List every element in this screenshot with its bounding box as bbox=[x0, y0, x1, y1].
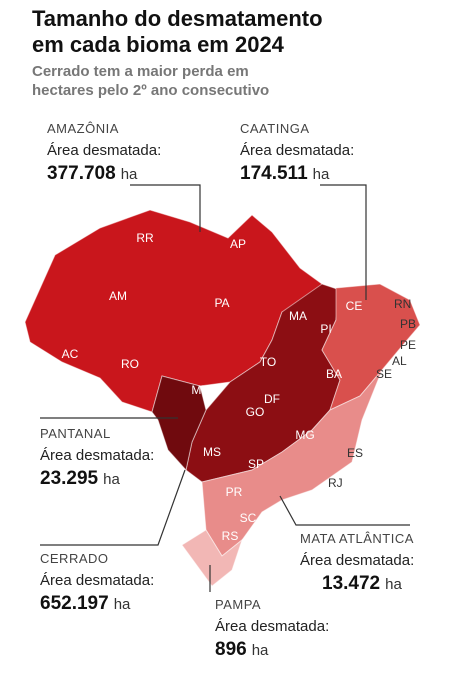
biome-unit: ha bbox=[114, 596, 131, 613]
state-label: RR bbox=[136, 231, 154, 245]
state-label: PI bbox=[320, 322, 331, 336]
biome-name: PANTANAL bbox=[40, 426, 111, 441]
state-label: DF bbox=[264, 392, 280, 406]
callout-line bbox=[40, 469, 186, 546]
state-label: MS bbox=[203, 445, 221, 459]
biome-unit: ha bbox=[103, 471, 120, 488]
biome-value: 377.708 bbox=[47, 163, 116, 184]
biome-value: 13.472 bbox=[322, 573, 380, 594]
subtitle-line: Cerrado tem a maior perda em bbox=[32, 63, 249, 80]
state-label: SC bbox=[240, 511, 257, 525]
biome-name: CAATINGA bbox=[240, 121, 310, 136]
state-labels: RR AP AM PA MA CE RN PB PI PE AC RO TO A… bbox=[62, 231, 416, 543]
state-label: RS bbox=[222, 529, 239, 543]
biome-pantanal bbox=[151, 375, 207, 472]
state-label: CE bbox=[346, 299, 363, 313]
subtitle-line: hectares pelo 2º ano consecutivo bbox=[32, 82, 269, 99]
biome-name: AMAZÔNIA bbox=[47, 121, 119, 136]
biome-value-line: 896 ha bbox=[215, 639, 269, 660]
state-label: PR bbox=[226, 485, 243, 499]
biome-name: CERRADO bbox=[40, 551, 109, 566]
biome-label: Área desmatada: bbox=[240, 142, 354, 159]
state-label: RJ bbox=[328, 476, 343, 490]
callout-lines bbox=[40, 184, 410, 592]
state-label: PB bbox=[400, 317, 416, 331]
biome-label: Área desmatada: bbox=[40, 572, 154, 589]
state-label: SP bbox=[248, 457, 264, 471]
biome-value: 896 bbox=[215, 639, 247, 660]
biome-name: MATA ATLÂNTICA bbox=[300, 531, 414, 546]
state-label: MA bbox=[289, 309, 307, 323]
biome-label: Área desmatada: bbox=[215, 618, 329, 635]
biome-unit: ha bbox=[252, 642, 269, 659]
title-line: em cada bioma em 2024 bbox=[32, 32, 285, 57]
map bbox=[24, 209, 421, 587]
title-line: Tamanho do desmatamento bbox=[32, 6, 323, 31]
state-label: TO bbox=[260, 355, 276, 369]
state-label: ES bbox=[347, 446, 363, 460]
biome-unit: ha bbox=[121, 166, 138, 183]
state-label: AC bbox=[62, 347, 79, 361]
callout-line bbox=[279, 495, 410, 526]
state-label: MT bbox=[191, 383, 209, 397]
state-label: PE bbox=[400, 338, 416, 352]
state-label: BA bbox=[326, 367, 342, 381]
biome-pampa bbox=[181, 529, 244, 587]
biome-label: Área desmatada: bbox=[300, 552, 414, 569]
biome-label: Área desmatada: bbox=[40, 447, 154, 464]
state-label: AP bbox=[230, 237, 246, 251]
biome-value: 652.197 bbox=[40, 593, 109, 614]
biome-value-line: 652.197 ha bbox=[40, 593, 131, 614]
biome-label: Área desmatada: bbox=[47, 142, 161, 159]
biome-value: 174.511 bbox=[240, 163, 308, 184]
state-label: PA bbox=[214, 296, 229, 310]
callout-line bbox=[130, 184, 201, 232]
state-label: AM bbox=[109, 289, 127, 303]
callout-line bbox=[320, 184, 367, 300]
biome-value-line: 23.295 ha bbox=[40, 468, 120, 489]
biome-name: PAMPA bbox=[215, 597, 261, 612]
biome-mata-atlantica bbox=[201, 369, 383, 557]
state-label: GO bbox=[246, 405, 265, 419]
state-label: SE bbox=[376, 367, 392, 381]
state-label: AL bbox=[392, 354, 407, 368]
state-label: RO bbox=[121, 357, 139, 371]
state-label: MG bbox=[295, 428, 314, 442]
biome-unit: ha bbox=[313, 166, 330, 183]
biome-value-line: 377.708 ha bbox=[47, 163, 138, 184]
biome-value: 23.295 bbox=[40, 468, 99, 489]
biome-value-line: 13.472 ha bbox=[322, 573, 402, 594]
state-label: RN bbox=[394, 297, 411, 311]
biome-value-line: 174.511 ha bbox=[240, 163, 330, 184]
callouts: AMAZÔNIA Área desmatada: 377.708 ha CAATINGA… bbox=[40, 121, 414, 660]
biome-unit: ha bbox=[385, 576, 402, 593]
